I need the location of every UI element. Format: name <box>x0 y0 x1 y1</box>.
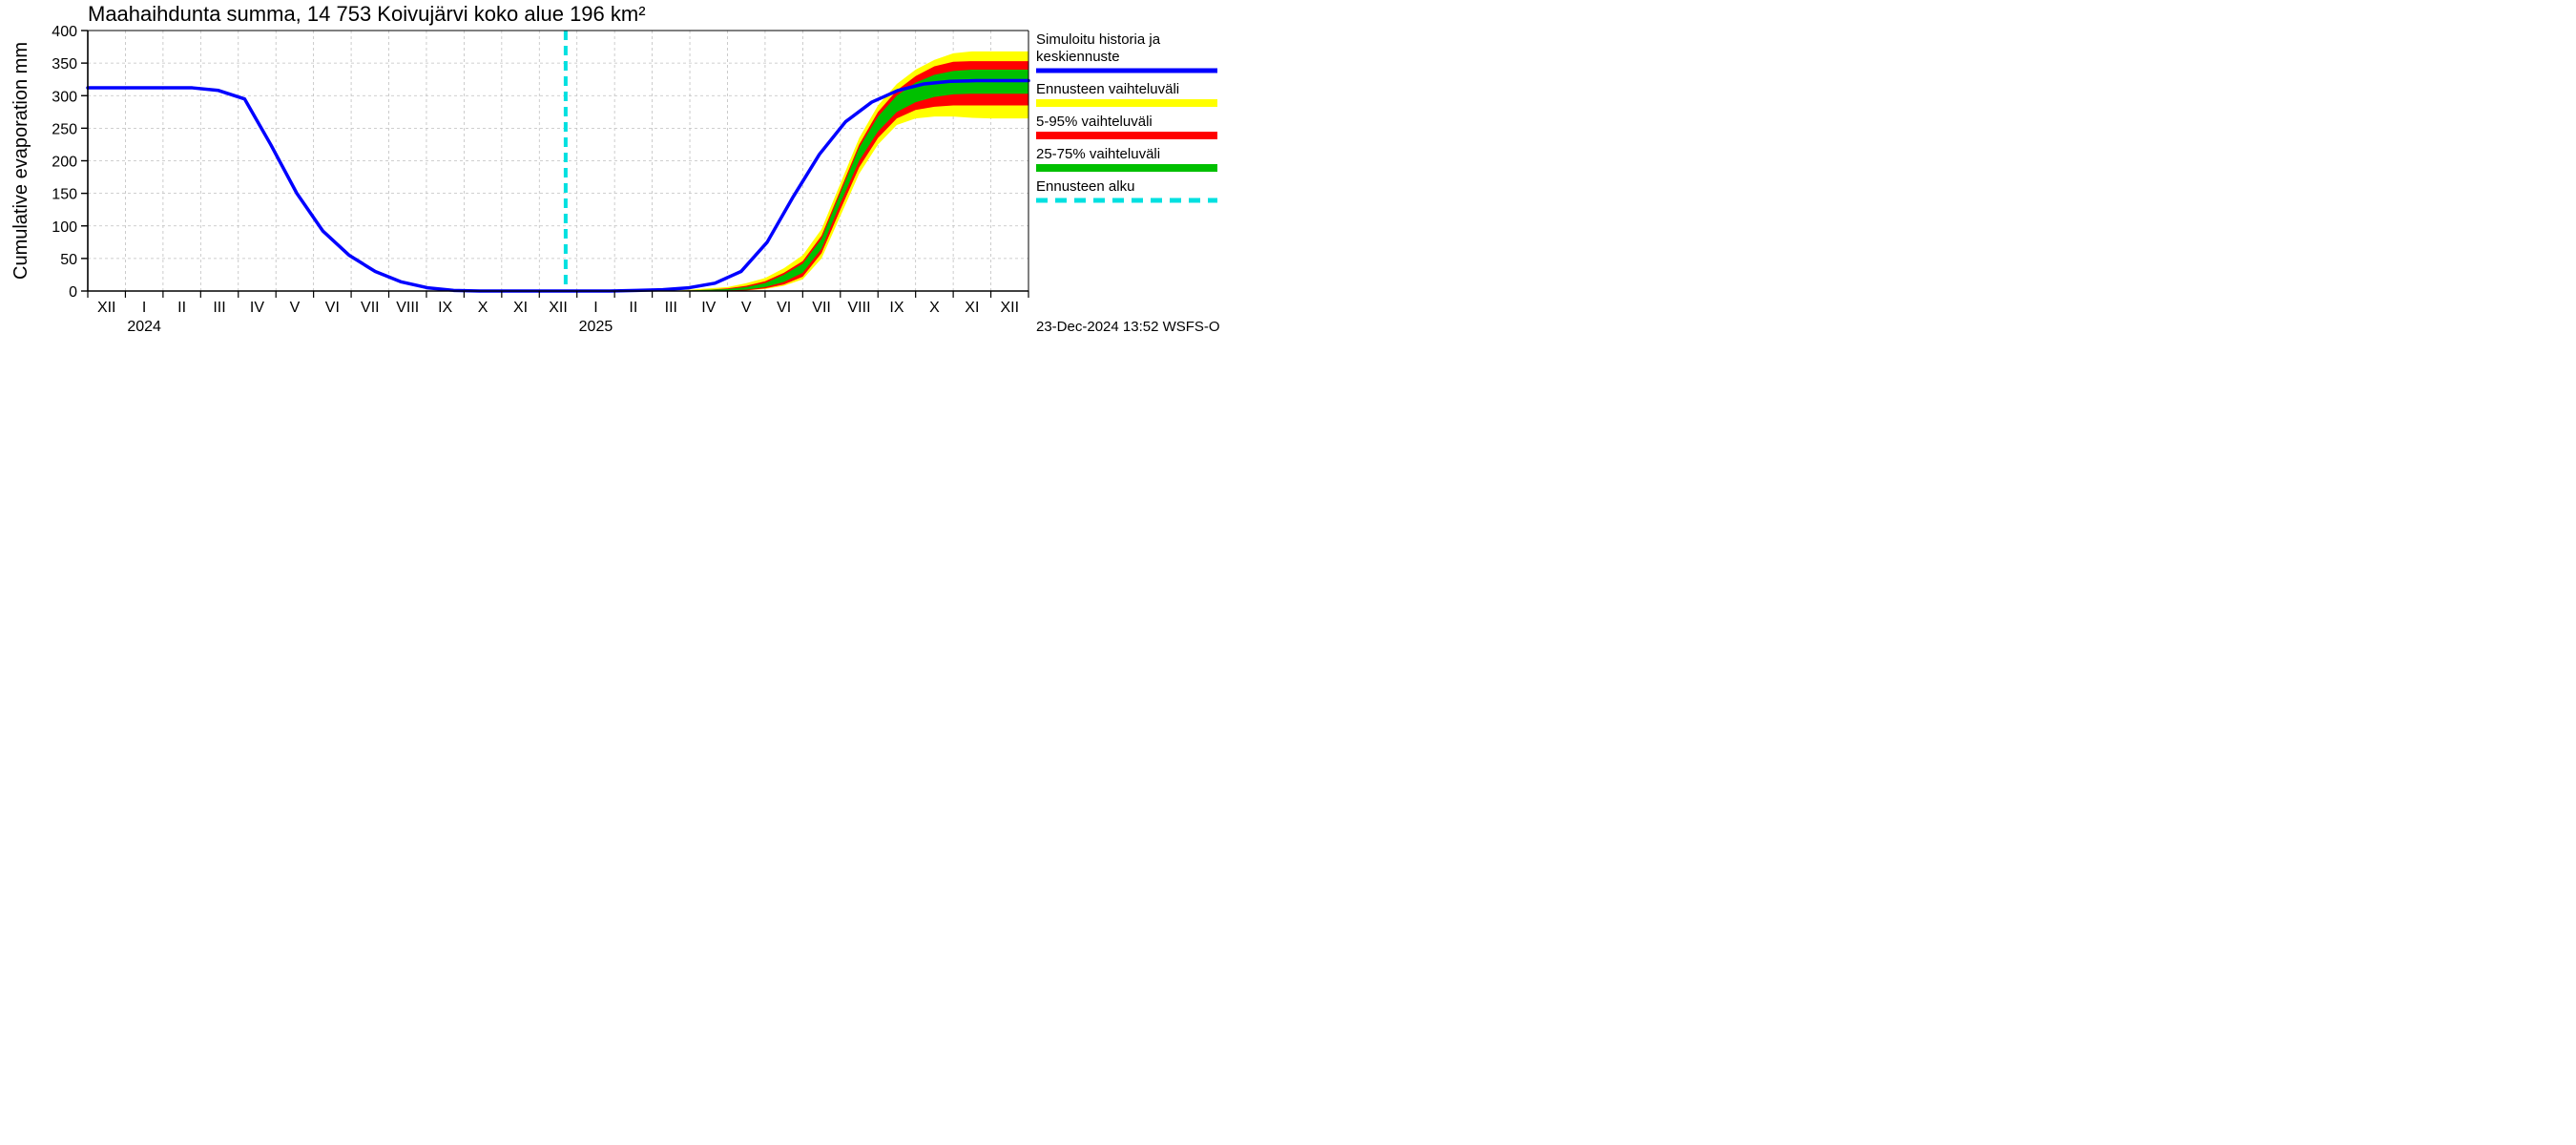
x-tick-label: III <box>213 300 225 316</box>
x-tick-label: VII <box>361 300 380 316</box>
x-tick-label: XI <box>965 300 979 316</box>
legend-label: 5-95% vaihteluväli <box>1036 114 1153 130</box>
legend-label: Simuloitu historia ja <box>1036 31 1161 48</box>
legend-label: 25-75% vaihteluväli <box>1036 146 1160 162</box>
x-tick-label: II <box>629 300 637 316</box>
x-tick-label: II <box>177 300 186 316</box>
y-tick-label: 50 <box>60 252 77 268</box>
legend-swatch <box>1036 164 1217 172</box>
y-tick-label: 350 <box>52 56 77 73</box>
y-tick-label: 400 <box>52 24 77 40</box>
x-tick-label: XII <box>1000 300 1019 316</box>
chart-container: 050100150200250300350400XIIIIIIIIIVVVIVI… <box>0 0 1288 572</box>
x-year-label: 2025 <box>579 319 613 335</box>
x-tick-label: XII <box>549 300 568 316</box>
x-tick-label: VI <box>777 300 791 316</box>
x-tick-label: I <box>593 300 597 316</box>
x-tick-label: VIII <box>848 300 871 316</box>
y-tick-label: 100 <box>52 219 77 236</box>
x-tick-label: XI <box>513 300 528 316</box>
x-tick-label: IV <box>701 300 716 316</box>
legend-label: Ennusteen alku <box>1036 178 1134 195</box>
x-tick-label: V <box>290 300 301 316</box>
x-tick-label: I <box>142 300 146 316</box>
x-tick-label: IX <box>889 300 904 316</box>
x-year-label: 2024 <box>127 319 161 335</box>
x-tick-label: X <box>929 300 940 316</box>
y-tick-label: 200 <box>52 155 77 171</box>
x-tick-label: X <box>478 300 488 316</box>
y-tick-label: 250 <box>52 121 77 137</box>
x-tick-label: VIII <box>396 300 419 316</box>
legend-label: keskiennuste <box>1036 49 1120 65</box>
x-tick-label: III <box>665 300 677 316</box>
x-tick-label: IV <box>250 300 264 316</box>
legend-label: Ennusteen vaihteluväli <box>1036 81 1179 97</box>
x-tick-label: VII <box>812 300 831 316</box>
legend-swatch <box>1036 132 1217 139</box>
x-tick-label: XII <box>97 300 116 316</box>
chart-footer: 23-Dec-2024 13:52 WSFS-O <box>1036 319 1220 335</box>
x-tick-label: V <box>741 300 752 316</box>
x-tick-label: IX <box>438 300 452 316</box>
y-tick-label: 300 <box>52 89 77 105</box>
x-tick-label: VI <box>325 300 340 316</box>
y-tick-label: 0 <box>69 284 77 301</box>
chart-svg: 050100150200250300350400XIIIIIIIIIVVVIVI… <box>0 0 1288 572</box>
y-axis-label: Cumulative evaporation mm <box>10 42 31 280</box>
y-tick-label: 150 <box>52 187 77 203</box>
legend-swatch <box>1036 99 1217 107</box>
chart-title: Maahaihdunta summa, 14 753 Koivujärvi ko… <box>88 2 646 26</box>
